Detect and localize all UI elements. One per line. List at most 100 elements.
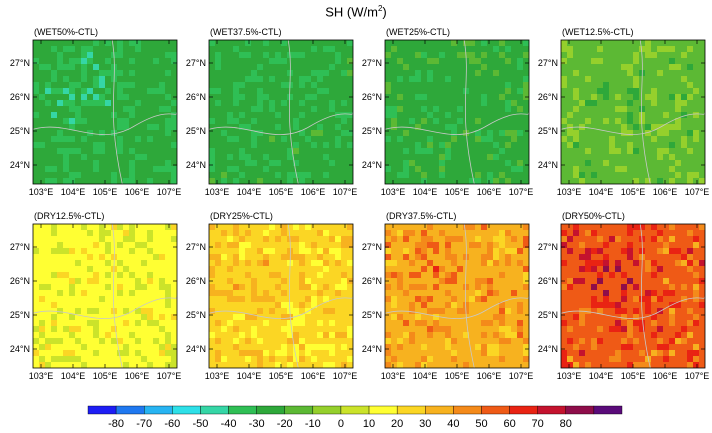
anomaly-field — [385, 224, 529, 368]
lon-tick-label: 105°E — [445, 187, 470, 197]
map-panel: (WET37.5%-CTL) 27°N 26°N 25°N 24°N 103°E 104°E… — [186, 27, 357, 197]
colorbar-swatch — [396, 405, 426, 415]
boundary-line — [385, 111, 529, 136]
lat-tick-label: 26°N — [10, 92, 30, 102]
lat-tick-label: 25°N — [186, 310, 206, 320]
lat-tick-label: 24°N — [538, 344, 558, 354]
lon-tick-label: 104°E — [413, 371, 438, 381]
lon-tick-label: 104°E — [237, 371, 262, 381]
lat-tick-label: 27°N — [362, 58, 382, 68]
lat-tick-label: 27°N — [186, 242, 206, 252]
boundary-line — [463, 40, 475, 184]
panel-label: (DRY25%-CTL) — [210, 211, 273, 221]
colorbar-swatch — [284, 405, 314, 415]
lat-tick-label: 27°N — [10, 58, 30, 68]
boundary-line — [639, 40, 651, 184]
anomaly-field — [561, 224, 705, 368]
lat-tick-label: 24°N — [362, 160, 382, 170]
lat-tick-label: 27°N — [10, 242, 30, 252]
lat-tick-label: 25°N — [362, 310, 382, 320]
lon-tick-label: 107°E — [333, 187, 358, 197]
lon-tick-label: 103°E — [29, 371, 54, 381]
colorbar-swatch — [312, 405, 342, 415]
anomaly-field — [209, 40, 353, 184]
anomaly-field — [561, 40, 705, 184]
boundary-line — [385, 295, 529, 320]
colorbar: -80 -70 -60 -50 -40 -30 -20 -10 0 10 20 30 40 50 60 70 8… — [87, 405, 623, 430]
lon-tick-label: 103°E — [29, 187, 54, 197]
lat-tick-label: 24°N — [10, 160, 30, 170]
lon-tick-label: 107°E — [333, 371, 358, 381]
colorbar-swatch — [368, 405, 398, 415]
lon-tick-label: 104°E — [589, 187, 614, 197]
lat-tick-label: 26°N — [362, 92, 382, 102]
panel-label: (DRY37.5%-CTL) — [386, 211, 456, 221]
lon-tick-label: 105°E — [621, 371, 646, 381]
lon-tick-label: 103°E — [557, 187, 582, 197]
boundary-line — [33, 111, 177, 136]
map-panel: (DRY25%-CTL) 27°N 26°N 25°N 24°N 103°E 104°E 10… — [186, 211, 357, 381]
lon-tick-label: 107°E — [685, 371, 710, 381]
lat-tick-label: 26°N — [538, 276, 558, 286]
lat-tick-label: 25°N — [538, 126, 558, 136]
map-panel: (WET50%-CTL) 27°N 26°N 25°N 24°N 103°E 104°E 10… — [10, 27, 181, 197]
colorbar-label: 0 — [338, 418, 344, 430]
map-panel: (DRY50%-CTL) 27°N 26°N 25°N 24°N 103°E 104°E 10… — [538, 211, 709, 381]
lat-tick-label: 26°N — [538, 92, 558, 102]
lat-tick-label: 27°N — [186, 58, 206, 68]
boundary-line — [209, 295, 353, 320]
colorbar-swatch — [200, 405, 229, 415]
lon-tick-label: 104°E — [237, 187, 262, 197]
lon-tick-label: 104°E — [61, 187, 86, 197]
colorbar-swatch — [425, 405, 454, 415]
lat-tick-label: 24°N — [186, 344, 206, 354]
boundary-line — [111, 224, 123, 368]
lon-tick-label: 107°E — [509, 187, 534, 197]
lat-tick-label: 26°N — [362, 276, 382, 286]
lon-tick-label: 103°E — [381, 371, 406, 381]
colorbar-swatch — [340, 405, 370, 415]
lon-tick-label: 103°E — [557, 371, 582, 381]
lat-tick-label: 25°N — [362, 126, 382, 136]
lon-tick-label: 106°E — [653, 187, 678, 197]
colorbar-swatch — [593, 405, 623, 415]
boundary-line — [561, 111, 705, 136]
colorbar-label: 70 — [532, 418, 544, 430]
lon-tick-label: 106°E — [653, 371, 678, 381]
lat-tick-label: 24°N — [186, 160, 206, 170]
anomaly-field — [33, 40, 177, 184]
colorbar-label: 50 — [475, 418, 487, 430]
lon-tick-label: 106°E — [125, 187, 150, 197]
lon-tick-label: 107°E — [157, 187, 182, 197]
colorbar-swatch — [172, 405, 201, 415]
lat-tick-label: 25°N — [186, 126, 206, 136]
lon-tick-label: 103°E — [205, 371, 230, 381]
colorbar-swatch — [256, 405, 285, 415]
lat-tick-label: 24°N — [538, 160, 558, 170]
lat-tick-label: 24°N — [10, 344, 30, 354]
lon-tick-label: 105°E — [621, 187, 646, 197]
colorbar-swatch — [481, 405, 510, 415]
panel-label: (WET12.5%-CTL) — [562, 27, 634, 37]
colorbar-label: -70 — [136, 418, 152, 430]
panel-label: (DRY12.5%-CTL) — [34, 211, 104, 221]
colorbar-label: -80 — [108, 418, 124, 430]
colorbar-label: 10 — [363, 418, 375, 430]
colorbar-swatch — [537, 405, 566, 415]
lat-tick-label: 24°N — [362, 344, 382, 354]
lat-tick-label: 27°N — [362, 242, 382, 252]
boundary-line — [209, 111, 353, 136]
figure-title: SH (W/m2) — [325, 4, 387, 20]
lon-tick-label: 105°E — [269, 187, 294, 197]
lon-tick-label: 104°E — [589, 371, 614, 381]
colorbar-label: -30 — [249, 418, 265, 430]
lon-tick-label: 107°E — [157, 371, 182, 381]
panel-label: (WET25%-CTL) — [386, 27, 450, 37]
colorbar-label: -50 — [192, 418, 208, 430]
colorbar-label: -20 — [277, 418, 293, 430]
colorbar-swatch — [565, 405, 595, 415]
colorbar-label: 20 — [391, 418, 403, 430]
boundary-line — [561, 295, 705, 320]
lat-tick-label: 25°N — [538, 310, 558, 320]
lon-tick-label: 103°E — [381, 187, 406, 197]
